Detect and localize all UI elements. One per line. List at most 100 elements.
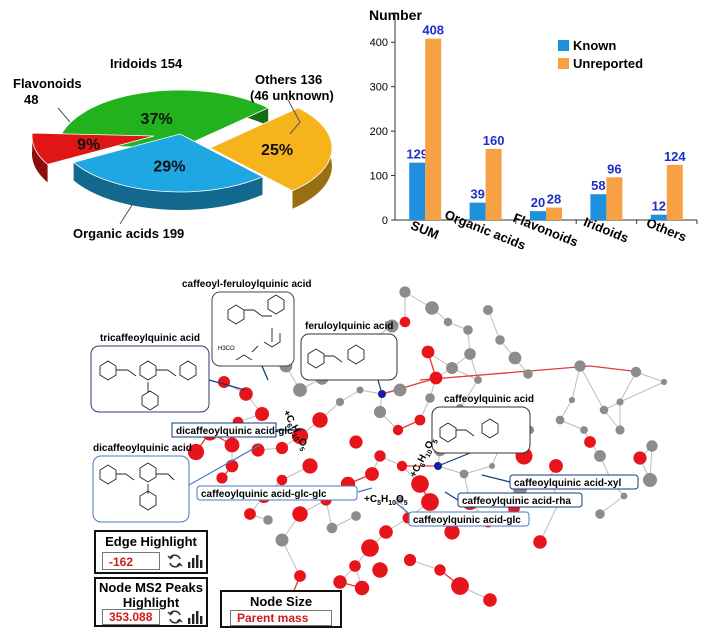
network-node[interactable] xyxy=(599,405,609,415)
structure-callout-dcq xyxy=(92,455,190,523)
network-node[interactable] xyxy=(643,473,657,487)
network-node[interactable] xyxy=(275,533,289,547)
network-node[interactable] xyxy=(429,371,443,385)
network-node[interactable] xyxy=(292,506,308,522)
network-node[interactable] xyxy=(463,325,473,335)
network-node[interactable] xyxy=(459,469,469,479)
network-node[interactable] xyxy=(508,351,522,365)
structure-callout-cq xyxy=(431,406,531,454)
network-node[interactable] xyxy=(555,415,565,425)
network-node[interactable] xyxy=(451,577,469,595)
network-node[interactable] xyxy=(646,440,658,452)
network-node[interactable] xyxy=(251,443,265,457)
network-node[interactable] xyxy=(616,398,624,406)
network-node[interactable] xyxy=(349,560,361,572)
network-node[interactable] xyxy=(403,553,417,567)
network-node[interactable] xyxy=(263,515,273,525)
edge-label-c: +C5H10O5 xyxy=(364,494,408,507)
network-node[interactable] xyxy=(414,414,426,426)
network-node[interactable] xyxy=(349,435,363,449)
network-node[interactable] xyxy=(333,575,347,589)
network-node[interactable] xyxy=(312,412,328,428)
bar-unreported-1 xyxy=(485,148,502,220)
network-node[interactable] xyxy=(385,319,399,333)
network-node[interactable] xyxy=(356,386,364,394)
bar-known-1 xyxy=(469,202,486,220)
network-node[interactable] xyxy=(523,369,533,379)
network-node[interactable] xyxy=(425,393,435,403)
network-node[interactable] xyxy=(216,472,228,484)
network-node[interactable] xyxy=(446,362,458,374)
network-edge xyxy=(619,371,637,403)
network-node[interactable] xyxy=(293,383,307,397)
histogram-icon[interactable] xyxy=(186,607,204,627)
network-node[interactable] xyxy=(379,525,393,539)
network-node[interactable] xyxy=(335,397,345,407)
network-node[interactable] xyxy=(225,459,239,473)
network-node[interactable] xyxy=(443,317,453,327)
network-node[interactable] xyxy=(326,522,338,534)
network-node[interactable] xyxy=(660,378,668,386)
network-node[interactable] xyxy=(244,508,256,520)
pie-category-label: Others 136 xyxy=(255,72,322,87)
network-node[interactable] xyxy=(276,474,288,486)
network-node[interactable] xyxy=(495,335,505,345)
node-size-select[interactable]: Parent mass xyxy=(230,610,332,626)
refresh-icon[interactable] xyxy=(166,551,184,571)
refresh-icon[interactable] xyxy=(166,607,184,627)
network-node[interactable] xyxy=(374,450,386,462)
bar-value-label: 124 xyxy=(664,149,686,164)
network-node[interactable] xyxy=(444,524,460,540)
network-node[interactable] xyxy=(255,407,269,421)
network-node[interactable] xyxy=(392,424,404,436)
network-node[interactable] xyxy=(351,511,361,521)
network-node[interactable] xyxy=(294,570,306,582)
network-node[interactable] xyxy=(393,383,407,397)
network-node[interactable] xyxy=(421,345,435,359)
network-edge xyxy=(571,365,581,401)
network-node[interactable] xyxy=(584,436,596,448)
network-node[interactable] xyxy=(594,450,606,462)
network-node[interactable] xyxy=(372,562,388,578)
network-node[interactable] xyxy=(411,475,429,493)
network-node[interactable] xyxy=(187,443,205,461)
network-node[interactable] xyxy=(549,459,563,473)
edge-highlight-input[interactable]: -162 xyxy=(102,552,160,570)
network-node[interactable] xyxy=(399,286,411,298)
network-node[interactable] xyxy=(633,451,647,465)
network-node[interactable] xyxy=(354,580,370,596)
network-node[interactable] xyxy=(574,360,586,372)
network-node[interactable] xyxy=(489,463,495,469)
histogram-icon[interactable] xyxy=(186,551,204,571)
network-node[interactable] xyxy=(474,376,482,384)
network-node[interactable] xyxy=(483,305,493,315)
structure-label-cfq: caffeoyl-feruloylquinic acid xyxy=(182,279,311,290)
network-node[interactable] xyxy=(595,509,605,519)
network-node[interactable] xyxy=(275,441,289,455)
network-node[interactable] xyxy=(568,396,576,404)
network-node[interactable] xyxy=(291,427,309,445)
network-node[interactable] xyxy=(396,460,408,472)
network-node[interactable] xyxy=(615,425,625,435)
network-node[interactable] xyxy=(421,493,439,511)
network-node[interactable] xyxy=(533,535,547,549)
network-node[interactable] xyxy=(483,593,497,607)
network-node[interactable] xyxy=(434,564,446,576)
node-ms2-input[interactable]: 353.088 xyxy=(102,609,160,625)
network-node[interactable] xyxy=(373,405,387,419)
svg-text:caffeoylquinic acid-glc-glc: caffeoylquinic acid-glc-glc xyxy=(201,489,327,500)
network-node[interactable] xyxy=(580,426,588,434)
network-edge xyxy=(437,465,465,475)
network-node[interactable] xyxy=(361,539,379,557)
network-node[interactable] xyxy=(396,496,404,504)
network-node[interactable] xyxy=(425,301,439,315)
network-node[interactable] xyxy=(399,316,411,328)
network-node[interactable] xyxy=(630,366,642,378)
network-node[interactable] xyxy=(302,458,318,474)
network-node[interactable] xyxy=(464,348,476,360)
network-node[interactable] xyxy=(224,437,240,453)
network-node[interactable] xyxy=(620,492,628,500)
network-node[interactable] xyxy=(239,387,253,401)
network-node[interactable] xyxy=(365,467,379,481)
network-node[interactable] xyxy=(218,376,230,388)
